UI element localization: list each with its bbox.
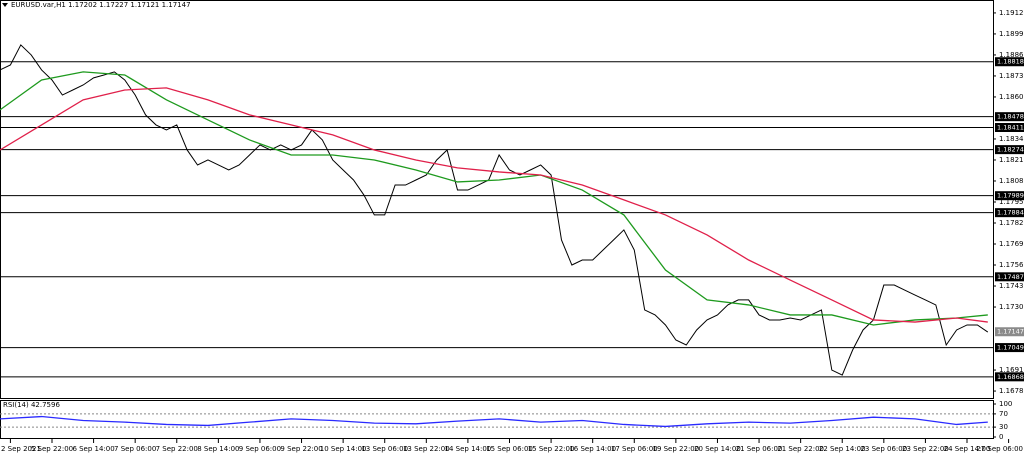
x-tick-label: 22 Sep 14:00: [819, 445, 866, 453]
price-label: 1.17147: [997, 328, 1024, 336]
y-tick-label: 1.18990: [999, 30, 1024, 38]
level-label-box: [995, 57, 1024, 67]
x-tick-label: 17 Sep 06:00: [611, 445, 658, 453]
level-label: 1.17049: [997, 344, 1024, 352]
x-tick-label: 9 Sep 22:00: [280, 445, 322, 453]
y-tick-label: 1.18860: [999, 51, 1024, 59]
level-label-box: [995, 112, 1024, 122]
menu-arrow[interactable]: [2, 3, 8, 7]
level-label-box: [995, 122, 1024, 132]
chart-header: EURUSD.var,H1 1.17202 1.17227 1.17121 1.…: [11, 1, 191, 9]
level-label: 1.17884: [997, 209, 1024, 217]
series-line: [0, 71, 988, 326]
x-tick-label: 6 Sep 14:00: [72, 445, 114, 453]
level-label-box: [995, 191, 1024, 201]
level-label-box: [995, 208, 1024, 218]
series-line: [0, 87, 988, 323]
x-tick-label: 13 Sep 06:00: [361, 445, 408, 453]
y-tick-label: 1.18080: [999, 177, 1024, 185]
y-tick-label: 1.18340: [999, 135, 1024, 143]
level-label: 1.17989: [997, 192, 1024, 200]
x-tick-label: 24 Sep 14:00: [944, 445, 991, 453]
x-tick-label: 10 Sep 14:00: [320, 445, 367, 453]
x-tick-label: 20 Sep 14:00: [694, 445, 741, 453]
y-tick-label: 1.17690: [999, 240, 1024, 248]
level-label: 1.17487: [997, 273, 1024, 281]
series-line: [0, 415, 988, 428]
x-tick-label: 2 Sep 2021: [1, 445, 41, 453]
level-label: 1.18274: [997, 146, 1024, 154]
y-tick-label: 100: [999, 400, 1012, 408]
level-label-box: [995, 343, 1024, 353]
level-label: 1.18478: [997, 113, 1024, 121]
y-tick-label: 1.17820: [999, 219, 1024, 227]
y-tick-label: 1.16780: [999, 387, 1024, 395]
x-tick-label: 15 Sep 22:00: [528, 445, 575, 453]
x-tick-label: 5 Sep 22:00: [31, 445, 73, 453]
main-panel: [0, 0, 994, 399]
x-tick-label: 23 Sep 22:00: [902, 445, 949, 453]
y-tick-label: 1.18600: [999, 93, 1024, 101]
x-tick-label: 27 Sep 06:00: [976, 445, 1023, 453]
level-label-box: [995, 272, 1024, 282]
x-tick-label: 13 Sep 22:00: [403, 445, 450, 453]
level-label: 1.18818: [997, 58, 1024, 66]
x-tick-label: 9 Sep 06:00: [239, 445, 281, 453]
level-label-box: [995, 372, 1024, 382]
x-tick-label: 8 Sep 14:00: [197, 445, 239, 453]
rsi-panel: [0, 400, 994, 439]
x-tick-label: 16 Sep 14:00: [569, 445, 616, 453]
y-tick-label: 1.16910: [999, 366, 1024, 374]
series-line: [0, 44, 989, 376]
x-tick-label: 14 Sep 14:00: [445, 445, 492, 453]
y-tick-label: 30: [999, 423, 1008, 431]
price-label-box: [995, 327, 1024, 337]
y-tick-label: 1.17300: [999, 303, 1024, 311]
y-tick-label: 1.18210: [999, 156, 1024, 164]
y-tick-label: 1.17950: [999, 198, 1024, 206]
y-tick-label: 1.17560: [999, 261, 1024, 269]
level-label-box: [995, 145, 1024, 155]
x-tick-label: 19 Sep 22:00: [652, 445, 699, 453]
level-label: 1.18411: [997, 123, 1024, 131]
x-tick-label: 23 Sep 06:00: [860, 445, 907, 453]
x-tick-label: 7 Sep 22:00: [156, 445, 198, 453]
y-tick-label: 0: [999, 433, 1003, 441]
x-tick-label: 21 Sep 06:00: [736, 445, 783, 453]
x-tick-label: 15 Sep 06:00: [486, 445, 533, 453]
x-tick-label: 7 Sep 06:00: [114, 445, 156, 453]
y-tick-label: 1.18730: [999, 72, 1024, 80]
y-tick-label: 1.17430: [999, 282, 1024, 290]
y-tick-label: 70: [999, 410, 1008, 418]
rsi-title: RSI(14) 42.7596: [3, 401, 60, 409]
x-tick-label: 21 Sep 22:00: [777, 445, 824, 453]
y-tick-label: 1.19120: [999, 9, 1024, 17]
level-label: 1.16868: [997, 373, 1024, 381]
